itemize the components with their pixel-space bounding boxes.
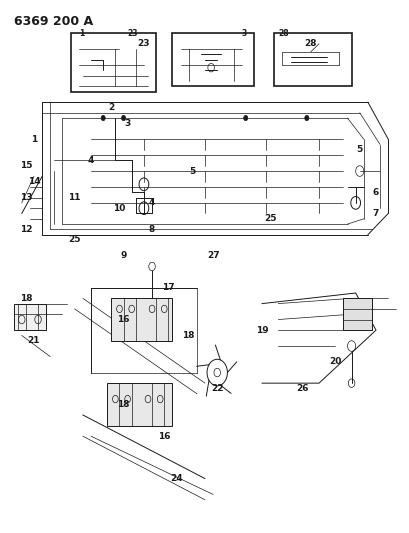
Text: 14: 14	[27, 177, 40, 186]
Text: 17: 17	[162, 283, 174, 292]
Bar	[107, 383, 172, 425]
Text: 5: 5	[356, 146, 362, 155]
Text: 28: 28	[304, 39, 316, 49]
Text: 15: 15	[20, 161, 32, 170]
Text: 13: 13	[20, 193, 32, 202]
Text: 19: 19	[255, 326, 267, 335]
Text: 11: 11	[68, 193, 81, 202]
Text: 9: 9	[120, 252, 126, 261]
Circle shape	[121, 115, 125, 120]
Text: 8: 8	[148, 225, 155, 234]
Text: 16: 16	[157, 432, 170, 441]
Text: 27: 27	[206, 252, 219, 261]
Text: 18: 18	[117, 400, 130, 409]
Text: 1: 1	[79, 29, 84, 38]
Text: 18: 18	[20, 294, 32, 303]
Text: 21: 21	[28, 336, 40, 345]
Circle shape	[304, 115, 308, 120]
Bar	[274, 33, 351, 86]
Text: 2: 2	[108, 103, 114, 112]
Text: 3: 3	[124, 119, 130, 128]
Text: 5: 5	[189, 166, 196, 175]
Circle shape	[101, 115, 105, 120]
Text: 23: 23	[137, 39, 150, 49]
Text: 4: 4	[148, 198, 155, 207]
Circle shape	[213, 368, 220, 377]
Text: 6: 6	[372, 188, 378, 197]
Circle shape	[243, 115, 247, 120]
Text: 28: 28	[278, 29, 288, 38]
Text: 18: 18	[182, 331, 195, 340]
Text: 24: 24	[170, 474, 182, 483]
Text: 22: 22	[211, 384, 223, 393]
Text: 6369 200 A: 6369 200 A	[13, 14, 92, 28]
Bar	[172, 33, 253, 86]
Bar	[70, 33, 156, 92]
Bar	[111, 298, 172, 341]
Bar	[13, 304, 46, 330]
Circle shape	[148, 262, 155, 271]
Text: 3: 3	[241, 29, 246, 38]
Text: 4: 4	[88, 156, 94, 165]
Text: 23: 23	[127, 29, 138, 38]
Text: 1: 1	[31, 135, 37, 144]
Bar	[343, 298, 371, 330]
Text: 20: 20	[328, 358, 341, 367]
Text: 26: 26	[296, 384, 308, 393]
Text: 16: 16	[117, 315, 130, 324]
Text: 12: 12	[20, 225, 32, 234]
Text: 7: 7	[372, 209, 378, 218]
Text: 10: 10	[113, 204, 126, 213]
Text: 25: 25	[263, 214, 276, 223]
Text: 25: 25	[68, 236, 81, 245]
